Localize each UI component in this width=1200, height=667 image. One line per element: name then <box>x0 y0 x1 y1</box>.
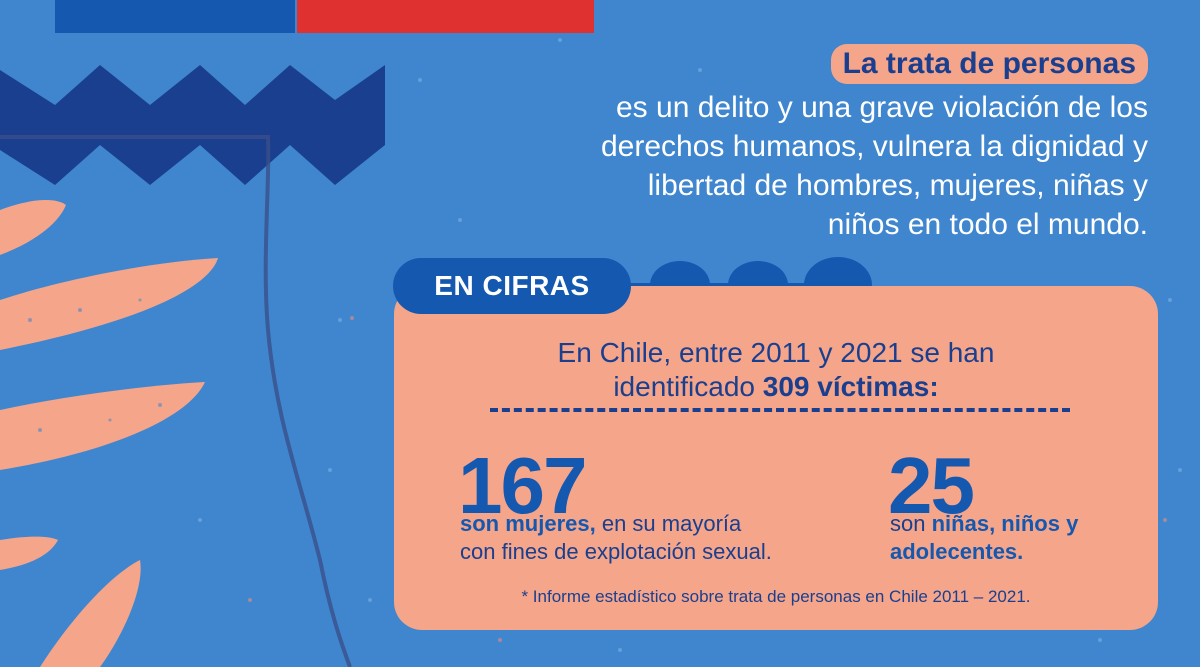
stat-women-bold: son mujeres, <box>460 511 596 536</box>
brush-stroke-2 <box>0 258 218 350</box>
speckle-texture <box>198 38 1182 652</box>
stat-women-text: son mujeres, en su mayoría con fines de … <box>460 510 772 566</box>
flag-blue-stripe <box>55 0 295 33</box>
headline-highlight: La trata de personas <box>830 44 1148 84</box>
brush-stroke-1 <box>0 200 66 255</box>
cifras-card: En Chile, entre 2011 y 2021 se han ident… <box>394 286 1158 630</box>
headline-line-1: es un delito y una grave violación de lo… <box>615 91 1148 124</box>
cifras-intro: En Chile, entre 2011 y 2021 se han ident… <box>394 336 1158 404</box>
headline-line-2: derechos humanos, vulnera la dignidad y <box>600 130 1148 163</box>
stat-women-after: en su mayoría <box>601 511 742 536</box>
brush-stroke-5 <box>40 560 141 667</box>
stat-children-prefix: son <box>890 511 926 536</box>
stat-children-number: 25 <box>888 441 975 530</box>
stat-women-line2: con fines de explotación sexual. <box>460 539 772 564</box>
headline-line-3: libertad de hombres, mujeres, niñas y <box>647 169 1148 202</box>
victim-total: 309 víctimas: <box>762 371 939 402</box>
stat-women-number: 167 <box>458 441 587 530</box>
zigzag-band <box>0 65 385 185</box>
en-cifras-tab: EN CIFRAS <box>393 258 631 314</box>
stat-children-text: son niñas, niños y adolecentes. <box>890 510 1078 566</box>
stat-children-line2: adolecentes. <box>890 539 1024 564</box>
source-note: * Informe estadístico sobre trata de per… <box>521 587 1031 606</box>
flag-red-stripe <box>297 0 594 33</box>
brush-stroke-3 <box>0 382 205 470</box>
headline-block: La trata de personas es un delito y una … <box>508 44 1148 244</box>
brush-stroke-4 <box>0 536 58 570</box>
intro-line-2: identificado 309 víctimas: <box>394 370 1158 404</box>
intro-line-1: En Chile, entre 2011 y 2021 se han <box>557 337 995 368</box>
dashed-divider <box>490 408 1070 412</box>
hand-drawn-line <box>0 135 352 667</box>
stat-children-bold: niñas, niños y <box>931 511 1079 536</box>
intro-line-2-prefix: identificado <box>613 371 755 402</box>
headline-line-4: niños en todo el mundo. <box>827 208 1148 241</box>
